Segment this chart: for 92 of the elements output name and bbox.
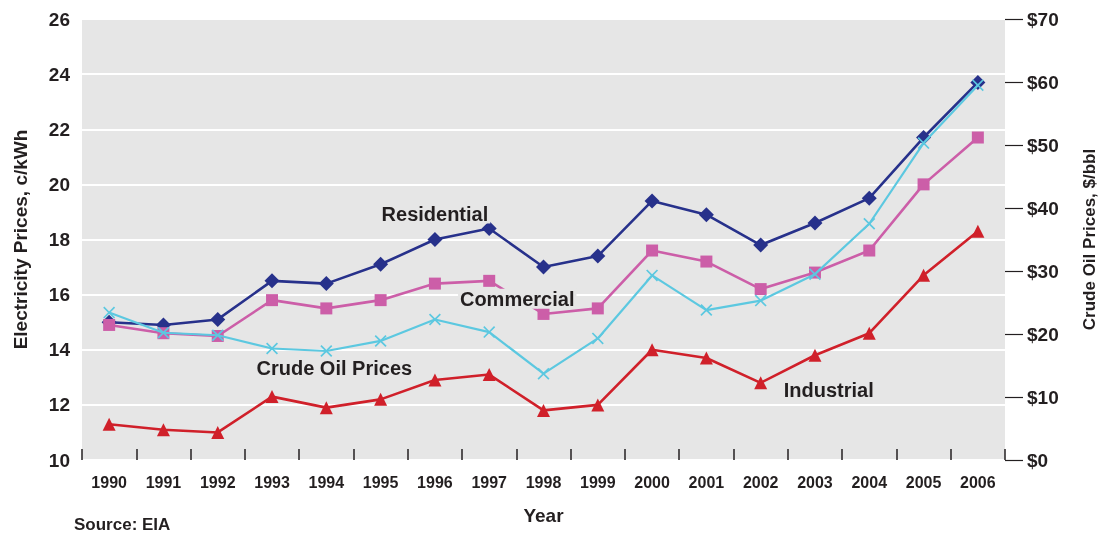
point bbox=[645, 343, 659, 357]
series-label: Residential bbox=[381, 202, 489, 225]
point bbox=[103, 318, 116, 331]
point bbox=[971, 131, 984, 144]
point bbox=[537, 307, 550, 320]
point bbox=[863, 244, 876, 257]
y2-tick-label: $30 bbox=[1027, 260, 1059, 282]
y-tick-label: 16 bbox=[48, 284, 70, 306]
point bbox=[102, 417, 116, 431]
x-tick-label: 2002 bbox=[742, 473, 779, 491]
x-tick-label: 2003 bbox=[797, 473, 833, 491]
x-tick-label: 1993 bbox=[254, 473, 290, 491]
y-tick-label: 14 bbox=[48, 339, 71, 361]
point bbox=[266, 294, 279, 307]
point bbox=[373, 256, 389, 272]
point bbox=[319, 401, 333, 415]
point bbox=[754, 283, 767, 296]
y-tick-label: 12 bbox=[48, 394, 70, 416]
point bbox=[971, 224, 985, 238]
point bbox=[481, 220, 497, 236]
y-tick-label: 22 bbox=[48, 118, 70, 140]
x-tick-label: 2005 bbox=[905, 473, 942, 491]
source-note: Source: EIA bbox=[74, 515, 171, 534]
point bbox=[863, 217, 876, 230]
point bbox=[807, 215, 823, 231]
point bbox=[374, 294, 387, 307]
point bbox=[264, 273, 280, 289]
point bbox=[698, 207, 714, 223]
y-tick-label: 20 bbox=[48, 173, 70, 195]
y2-axis-title: Crude Oil Prices, $/bbl bbox=[1080, 148, 1099, 331]
point bbox=[374, 392, 388, 406]
point bbox=[211, 425, 225, 439]
x-tick-label: 1996 bbox=[417, 473, 453, 491]
point bbox=[537, 403, 550, 417]
x-tick-label: 1992 bbox=[199, 473, 236, 491]
x-axis-title: Year bbox=[523, 505, 565, 526]
point bbox=[482, 368, 496, 382]
point bbox=[591, 398, 605, 412]
y2-tick-label: $60 bbox=[1027, 71, 1059, 93]
y2-tick-label: $70 bbox=[1027, 8, 1059, 30]
point bbox=[917, 268, 931, 282]
point bbox=[754, 294, 767, 307]
series-label: Crude Oil Prices bbox=[256, 357, 413, 380]
x-tick-label: 1998 bbox=[525, 473, 562, 491]
point bbox=[590, 248, 606, 264]
x-tick-label: 2000 bbox=[634, 473, 670, 491]
point bbox=[428, 277, 441, 290]
point bbox=[753, 237, 769, 253]
series-label: Industrial bbox=[783, 378, 874, 401]
point bbox=[320, 302, 333, 315]
x-tick-label: 1991 bbox=[145, 473, 182, 491]
point bbox=[862, 326, 876, 340]
point bbox=[427, 232, 443, 247]
point bbox=[210, 311, 226, 327]
y2-tick-label: $0 bbox=[1027, 449, 1049, 471]
y2-tick-label: $40 bbox=[1027, 197, 1059, 219]
y-tick-label: 26 bbox=[48, 8, 70, 30]
x-tick-label: 1990 bbox=[91, 473, 128, 491]
point bbox=[917, 178, 930, 191]
series-label: Commercial bbox=[459, 287, 575, 310]
point bbox=[699, 351, 713, 365]
x-tick-label: 1999 bbox=[580, 473, 616, 491]
point bbox=[861, 190, 877, 206]
point bbox=[318, 276, 334, 292]
y2-tick-label: $10 bbox=[1027, 386, 1059, 408]
y-tick-label: 24 bbox=[48, 63, 71, 85]
point bbox=[536, 259, 551, 275]
y-tick-label: 10 bbox=[48, 449, 70, 471]
y2-tick-label: $20 bbox=[1027, 323, 1059, 345]
point bbox=[591, 302, 604, 315]
x-tick-label: 1994 bbox=[308, 473, 345, 491]
y2-tick-label: $50 bbox=[1027, 134, 1059, 156]
point bbox=[808, 348, 822, 362]
point bbox=[537, 367, 550, 380]
y-axis-title: Electricity Prices, c/kWh bbox=[10, 129, 31, 350]
point bbox=[591, 332, 604, 345]
point bbox=[483, 326, 496, 339]
point bbox=[156, 423, 170, 437]
point bbox=[971, 79, 984, 92]
y-tick-label: 18 bbox=[48, 229, 70, 250]
x-tick-label: 2001 bbox=[688, 473, 725, 491]
x-tick-label: 2004 bbox=[851, 473, 888, 491]
point bbox=[265, 390, 279, 404]
point bbox=[428, 373, 442, 387]
x-tick-label: 1997 bbox=[471, 473, 508, 491]
x-tick-label: 2006 bbox=[960, 473, 996, 491]
point bbox=[754, 376, 768, 390]
point bbox=[483, 274, 496, 287]
x-tick-label: 1995 bbox=[362, 473, 399, 491]
point bbox=[644, 193, 660, 209]
point bbox=[700, 255, 713, 268]
point bbox=[646, 244, 659, 257]
